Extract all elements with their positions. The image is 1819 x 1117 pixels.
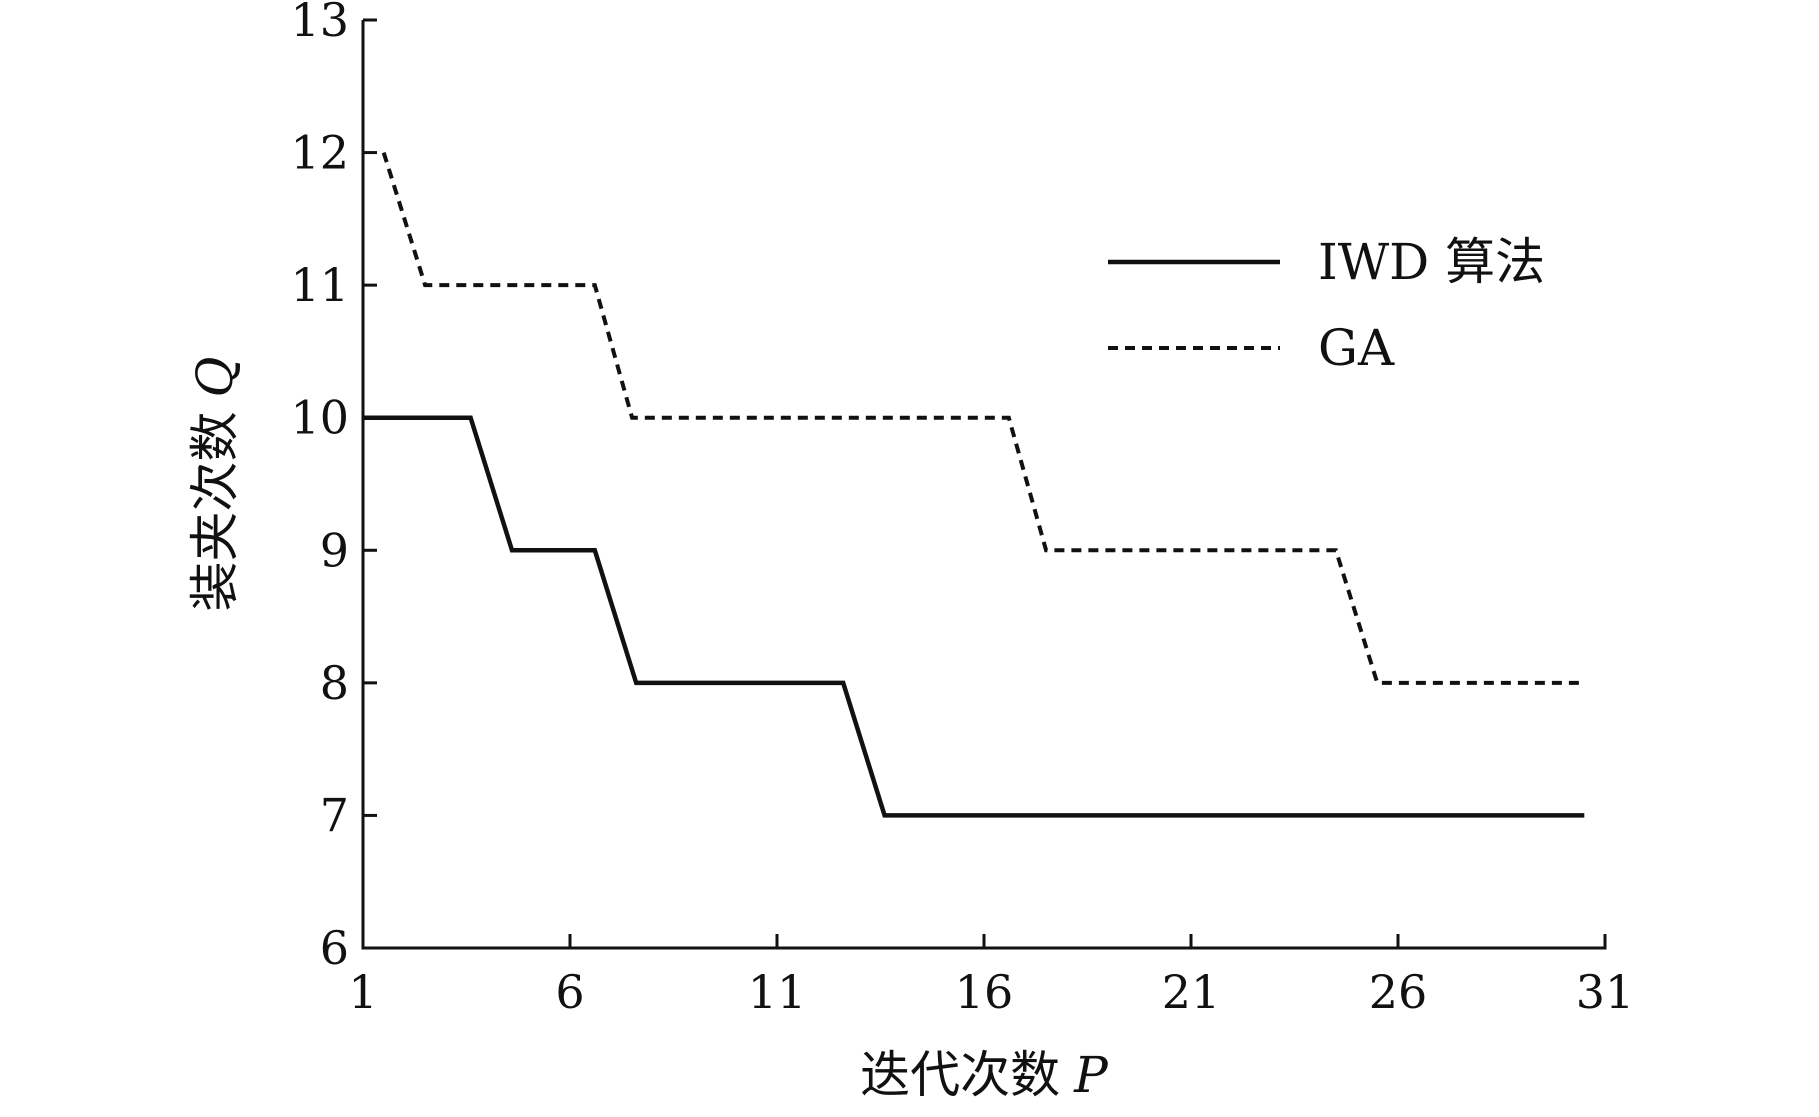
x-tick-label: 31	[1576, 965, 1635, 1019]
legend-label-iwd: IWD 算法	[1318, 233, 1545, 291]
legend: IWD 算法 GA	[1108, 233, 1545, 377]
y-tick-label: 8	[320, 656, 349, 710]
legend-label-ga: GA	[1318, 319, 1395, 377]
y-tick-label: 9	[320, 523, 349, 577]
y-tick-label: 12	[290, 126, 349, 180]
series-line-ga	[381, 152, 1585, 685]
y-tick-label: 13	[290, 0, 349, 47]
axis-frame	[361, 20, 1607, 950]
y-tick-label: 10	[290, 391, 349, 445]
x-axis-label: 迭代次数 P	[860, 1046, 1109, 1104]
y-axis-label-var: Q	[186, 357, 244, 398]
series-line-iwd	[363, 415, 1585, 818]
y-tick-label: 11	[290, 258, 349, 312]
y-axis-ticks: 6 7 8 9 10 11 12 13	[290, 0, 377, 975]
x-tick-label: 21	[1162, 965, 1221, 1019]
y-tick-label: 6	[320, 921, 349, 975]
x-tick-label: 11	[748, 965, 807, 1019]
x-axis-ticks: 1 6 11 16 21 26 31	[348, 934, 1634, 1019]
x-tick-label: 6	[555, 965, 584, 1019]
x-axis-label-text: 迭代次数	[860, 1046, 1060, 1104]
x-tick-label: 26	[1369, 965, 1428, 1019]
y-axis-label-text: 装夹次数	[186, 412, 244, 612]
x-tick-label: 1	[348, 965, 377, 1019]
y-tick-label: 7	[320, 788, 349, 842]
y-axis-label: 装夹次数 Q	[186, 357, 244, 612]
x-axis-label-var: P	[1073, 1046, 1109, 1104]
x-tick-label: 16	[955, 965, 1014, 1019]
axes	[361, 20, 1607, 950]
series-layer	[363, 152, 1585, 818]
